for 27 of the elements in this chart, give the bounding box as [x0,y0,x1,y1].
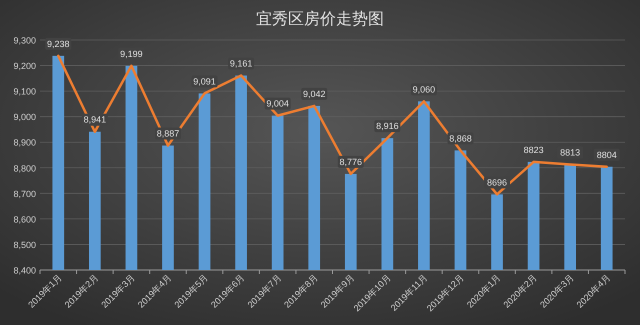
y-tick-label: 8,700 [13,188,36,199]
data-label: 8,887 [156,128,180,139]
y-tick-label: 9,300 [13,36,36,46]
y-tick-label: 8,900 [13,138,36,148]
y-tick-label: 9,100 [13,86,36,97]
data-label: 8804 [596,150,617,160]
data-label: 8696 [487,177,508,188]
y-tick-label: 8,800 [13,163,36,174]
data-label: 9,238 [47,38,70,49]
data-label: 8,868 [449,133,472,144]
data-label: 8,916 [376,121,399,132]
y-tick-label: 8,400 [13,266,36,276]
data-label: 8,941 [84,114,106,125]
data-label: 9,161 [230,58,252,69]
y-tick-label: 9,000 [13,112,36,122]
data-label: 8823 [524,144,544,155]
y-tick-label: 9,200 [13,61,36,72]
data-label: 9,091 [193,76,216,86]
y-tick-label: 8,500 [13,240,36,250]
data-label: 8813 [560,147,580,158]
data-label: 9,199 [120,48,143,59]
y-tick-label: 8,600 [13,214,36,224]
data-label: 9,004 [266,98,289,109]
data-label: 9,042 [302,88,326,99]
chart-title: 宜秀区房价走势图 [256,9,384,28]
data-label: 9,060 [412,84,436,94]
data-label: 8,776 [340,156,362,167]
